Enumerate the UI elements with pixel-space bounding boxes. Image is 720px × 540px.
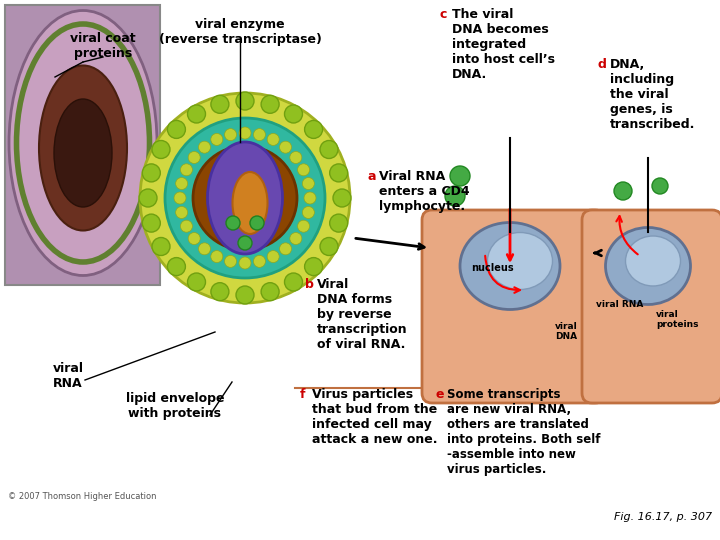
Text: Fig. 16.17, p. 307: Fig. 16.17, p. 307 — [614, 512, 712, 522]
Text: Virus particles
that bud from the
infected cell may
attack a new one.: Virus particles that bud from the infect… — [312, 388, 438, 446]
Ellipse shape — [626, 236, 680, 286]
Circle shape — [211, 251, 222, 262]
Circle shape — [333, 189, 351, 207]
Circle shape — [199, 243, 210, 255]
Ellipse shape — [487, 233, 552, 289]
Ellipse shape — [39, 65, 127, 231]
Text: a: a — [367, 170, 376, 183]
Circle shape — [143, 164, 161, 182]
Text: viral
DNA: viral DNA — [555, 322, 577, 341]
Ellipse shape — [460, 222, 560, 309]
Circle shape — [181, 220, 192, 232]
Circle shape — [199, 141, 210, 153]
Circle shape — [226, 216, 240, 230]
Text: © 2007 Thomson Higher Education: © 2007 Thomson Higher Education — [8, 492, 156, 501]
Circle shape — [261, 95, 279, 113]
Circle shape — [139, 189, 157, 207]
Text: c: c — [440, 8, 447, 21]
Circle shape — [450, 166, 470, 186]
Circle shape — [187, 105, 205, 123]
Ellipse shape — [233, 172, 268, 234]
Text: Viral
DNA forms
by reverse
transcription
of viral RNA.: Viral DNA forms by reverse transcription… — [317, 278, 408, 351]
Circle shape — [152, 140, 170, 159]
Circle shape — [302, 206, 315, 219]
Ellipse shape — [9, 10, 157, 275]
Circle shape — [168, 258, 186, 275]
Circle shape — [225, 255, 237, 267]
FancyBboxPatch shape — [582, 210, 720, 403]
Text: viral
RNA: viral RNA — [53, 362, 84, 390]
Circle shape — [330, 214, 348, 232]
Circle shape — [239, 127, 251, 139]
Circle shape — [238, 236, 252, 250]
Circle shape — [305, 258, 323, 275]
Circle shape — [140, 93, 350, 303]
Text: f: f — [300, 388, 305, 401]
Text: viral enzyme
(reverse transcriptase): viral enzyme (reverse transcriptase) — [158, 18, 321, 46]
Circle shape — [165, 118, 325, 278]
Circle shape — [261, 283, 279, 301]
Circle shape — [176, 178, 188, 190]
Circle shape — [211, 95, 229, 113]
Text: The viral
DNA becomes
integrated
into host cell’s
DNA.: The viral DNA becomes integrated into ho… — [452, 8, 555, 81]
Circle shape — [193, 146, 297, 250]
Text: Viral RNA
enters a CD4
lymphocyte.: Viral RNA enters a CD4 lymphocyte. — [379, 170, 469, 213]
Text: b: b — [305, 278, 314, 291]
FancyBboxPatch shape — [422, 210, 605, 403]
FancyBboxPatch shape — [5, 5, 160, 285]
Text: viral coat
proteins: viral coat proteins — [70, 32, 136, 60]
Circle shape — [176, 206, 188, 219]
Circle shape — [302, 178, 315, 190]
Circle shape — [290, 233, 302, 245]
Circle shape — [152, 238, 170, 255]
Text: viral
proteins: viral proteins — [656, 310, 698, 329]
Circle shape — [236, 92, 254, 110]
Circle shape — [279, 243, 292, 255]
Circle shape — [305, 120, 323, 138]
Circle shape — [174, 192, 186, 204]
Circle shape — [239, 257, 251, 269]
Circle shape — [181, 164, 192, 176]
Text: DNA,
including
the viral
genes, is
transcribed.: DNA, including the viral genes, is trans… — [610, 58, 696, 131]
Circle shape — [187, 273, 205, 291]
Circle shape — [320, 140, 338, 159]
Ellipse shape — [207, 142, 282, 254]
Circle shape — [211, 133, 222, 145]
Text: viral RNA: viral RNA — [596, 300, 644, 309]
Circle shape — [168, 120, 186, 138]
Circle shape — [250, 216, 264, 230]
Circle shape — [267, 251, 279, 262]
Ellipse shape — [54, 99, 112, 207]
Circle shape — [304, 192, 316, 204]
Circle shape — [188, 233, 200, 245]
Circle shape — [267, 133, 279, 145]
Text: d: d — [598, 58, 607, 71]
Circle shape — [652, 178, 668, 194]
Ellipse shape — [606, 227, 690, 305]
Circle shape — [284, 273, 302, 291]
Circle shape — [330, 164, 348, 182]
Circle shape — [188, 152, 200, 164]
Circle shape — [279, 141, 292, 153]
Text: Some transcripts
are new viral RNA,
others are translated
into proteins. Both se: Some transcripts are new viral RNA, othe… — [447, 388, 600, 476]
Circle shape — [320, 238, 338, 255]
Circle shape — [297, 220, 310, 232]
Circle shape — [284, 105, 302, 123]
Text: e: e — [435, 388, 444, 401]
Circle shape — [297, 164, 310, 176]
Circle shape — [225, 129, 237, 140]
Circle shape — [211, 283, 229, 301]
Circle shape — [143, 214, 161, 232]
Text: nucleus: nucleus — [471, 263, 513, 273]
Circle shape — [236, 286, 254, 304]
Circle shape — [445, 186, 465, 206]
Circle shape — [253, 129, 266, 140]
Circle shape — [614, 182, 632, 200]
Text: lipid envelope
with proteins: lipid envelope with proteins — [126, 392, 224, 420]
Circle shape — [290, 152, 302, 164]
Circle shape — [253, 255, 266, 267]
